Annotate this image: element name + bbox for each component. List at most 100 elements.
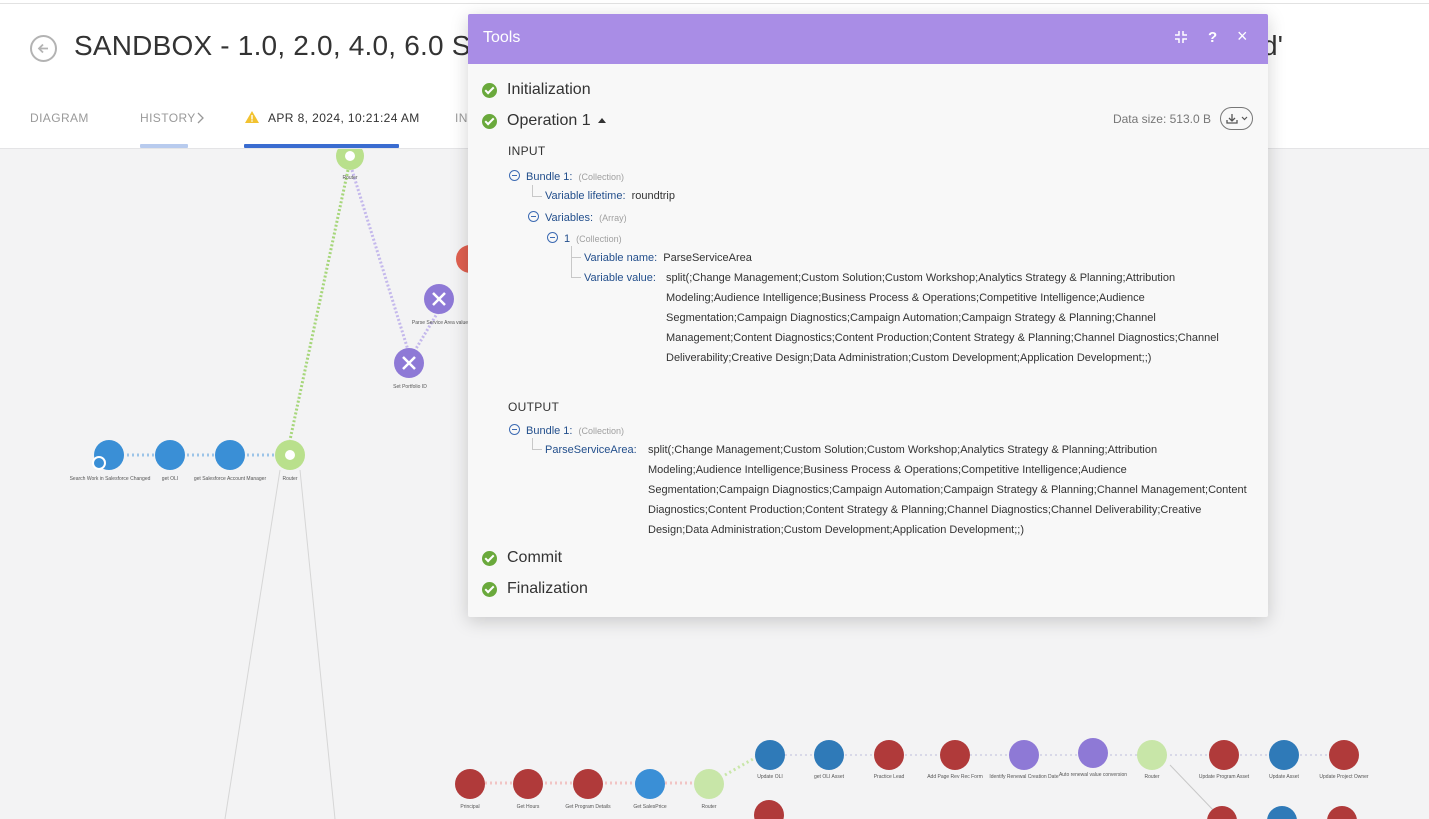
variable-value-key: Variable value: xyxy=(584,272,656,284)
tools-output-panel: Tools ? × Initialization Operation 1 Dat… xyxy=(468,14,1268,617)
router-label: Router xyxy=(282,476,298,482)
tab-inspector[interactable]: IN xyxy=(455,111,468,125)
phase-finalization[interactable]: Finalization xyxy=(482,580,588,598)
success-check-icon xyxy=(482,550,497,566)
phase-label: Initialization xyxy=(507,81,591,98)
salesforce-node[interactable] xyxy=(155,440,185,470)
workfront-label: Update Program Asset xyxy=(1198,774,1250,780)
help-icon[interactable]: ? xyxy=(1208,29,1218,46)
phase-commit[interactable]: Commit xyxy=(482,549,562,567)
workfront-node[interactable] xyxy=(874,740,904,770)
workfront-label: Get Hours xyxy=(516,804,540,810)
output-heading: OUTPUT xyxy=(508,400,560,414)
tree-guide xyxy=(571,246,581,258)
variable-value: split(;Change Management;Custom Solution… xyxy=(666,272,1219,364)
collapse-toggle-icon[interactable] xyxy=(509,170,520,181)
wrench-icon xyxy=(432,292,446,306)
workfront-label: Add Page Rev Rec Form xyxy=(927,774,983,780)
output-bundle-row[interactable]: Bundle 1: (Collection) xyxy=(509,424,624,437)
panel-header: Tools ? × xyxy=(468,14,1268,64)
wrench-icon xyxy=(402,356,416,370)
router-label: Router xyxy=(701,804,717,810)
router-label: Router xyxy=(1144,774,1160,780)
workfront-node[interactable] xyxy=(1209,740,1239,770)
salesforce-node[interactable] xyxy=(755,740,785,770)
phase-initialization[interactable]: Initialization xyxy=(482,81,591,99)
workfront-node[interactable] xyxy=(1329,740,1359,770)
workfront-node[interactable] xyxy=(754,800,784,819)
workfront-node[interactable] xyxy=(1327,806,1357,819)
router-center xyxy=(285,450,295,460)
tools-label: Parse Service Area value xyxy=(411,320,469,326)
salesforce-node[interactable] xyxy=(814,740,844,770)
workfront-label: Principal xyxy=(460,804,480,810)
download-icon xyxy=(1226,114,1248,124)
workfront-label: Update Project Owner xyxy=(1319,774,1369,780)
tools-label: Set Portfolio ID xyxy=(393,384,427,390)
salesforce-node[interactable] xyxy=(1269,740,1299,770)
workfront-label: Get Program Details xyxy=(565,804,611,810)
tab-diagram[interactable]: DIAGRAM xyxy=(30,111,89,125)
tree-guide xyxy=(571,258,581,278)
workfront-label: Practice Lead xyxy=(873,774,905,780)
salesforce-node[interactable] xyxy=(215,440,245,470)
variables-row[interactable]: Variables: (Array) xyxy=(528,211,627,224)
input-bundle-row[interactable]: Bundle 1: (Collection) xyxy=(509,170,624,183)
history-tab-indicator xyxy=(140,144,188,148)
tools-node[interactable] xyxy=(1078,738,1108,768)
phase-label: Finalization xyxy=(507,580,588,597)
salesforce-label: get OLI Asset xyxy=(813,774,845,780)
router-node[interactable] xyxy=(1137,740,1167,770)
router-center xyxy=(345,151,355,161)
collapse-toggle-icon[interactable] xyxy=(528,211,539,222)
workfront-node[interactable] xyxy=(940,740,970,770)
parse-service-area-key: ParseServiceArea: xyxy=(545,444,637,456)
tools-label: Auto renewal value conversion xyxy=(1058,772,1128,778)
router-node[interactable] xyxy=(694,769,724,799)
scenario-title: SANDBOX - 1.0, 2.0, 4.0, 6.0 Sale xyxy=(74,30,509,61)
router-label: Router xyxy=(342,175,358,181)
caret-up-icon xyxy=(597,117,606,123)
variable-lifetime-row: Variable lifetime: roundtrip xyxy=(545,190,675,202)
workfront-node[interactable] xyxy=(513,769,543,799)
execution-tab-indicator xyxy=(244,144,399,148)
chevron-right-icon xyxy=(197,112,204,124)
workfront-node[interactable] xyxy=(573,769,603,799)
input-heading: INPUT xyxy=(508,144,546,158)
tab-history[interactable]: HISTORY xyxy=(140,111,196,125)
success-check-icon xyxy=(482,82,497,98)
collapse-toggle-icon[interactable] xyxy=(547,232,558,243)
salesforce-node[interactable] xyxy=(635,769,665,799)
collapse-icon[interactable] xyxy=(1174,30,1188,44)
workfront-node[interactable] xyxy=(455,769,485,799)
tab-execution[interactable]: APR 8, 2024, 10:21:24 AM xyxy=(268,111,420,125)
success-check-icon xyxy=(482,113,497,129)
salesforce-label: get Salesforce Account Manager xyxy=(193,476,267,482)
salesforce-label: Update OLI xyxy=(757,774,783,780)
salesforce-label: Get SalesPrice xyxy=(633,804,667,810)
success-check-icon xyxy=(482,581,497,597)
collapse-toggle-icon[interactable] xyxy=(509,424,520,435)
panel-title: Tools xyxy=(483,29,521,46)
phase-operation[interactable]: Operation 1 xyxy=(482,112,606,130)
top-divider xyxy=(0,3,1429,4)
close-icon[interactable]: × xyxy=(1237,26,1248,46)
warning-icon xyxy=(245,111,259,123)
workfront-node[interactable] xyxy=(1207,806,1237,819)
download-button[interactable] xyxy=(1220,107,1253,130)
data-size: Data size: 513.0 B xyxy=(1112,112,1211,126)
tools-node[interactable] xyxy=(1009,740,1039,770)
parse-service-area-value: split(;Change Management;Custom Solution… xyxy=(648,444,1247,536)
tree-guide xyxy=(532,185,542,197)
arrow-left-icon xyxy=(37,43,48,54)
back-button[interactable] xyxy=(30,35,57,62)
tools-label: Identify Renewal Creation Date xyxy=(989,774,1059,780)
variable-name-row: Variable name: ParseServiceArea xyxy=(584,252,752,264)
tree-guide xyxy=(532,438,542,450)
salesforce-node[interactable] xyxy=(1267,806,1297,819)
salesforce-label: get OLI xyxy=(161,476,179,482)
variables-item-row[interactable]: 1 (Collection) xyxy=(547,232,622,245)
salesforce-label: Update Asset xyxy=(1269,774,1299,780)
trigger-badge xyxy=(92,456,106,470)
